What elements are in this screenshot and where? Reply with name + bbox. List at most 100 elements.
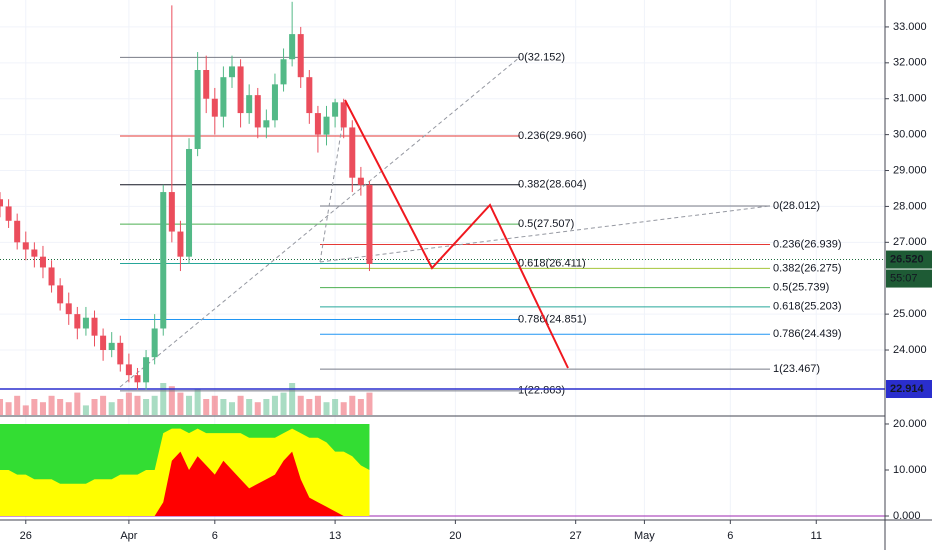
candle-body bbox=[177, 231, 184, 257]
candles bbox=[0, 1, 373, 390]
candle-body bbox=[74, 314, 81, 329]
candle-body bbox=[254, 95, 261, 128]
candle-body bbox=[211, 98, 218, 117]
y-tick-label: 27.000 bbox=[893, 236, 927, 248]
candle-body bbox=[39, 256, 46, 268]
volume-bar bbox=[117, 399, 124, 415]
y-tick-label: 31.000 bbox=[893, 93, 927, 105]
candle-body bbox=[280, 59, 287, 85]
x-tick-label: 6 bbox=[212, 530, 218, 542]
volume-bar bbox=[280, 392, 287, 415]
y-tick-label: 33.000 bbox=[893, 21, 927, 33]
volume-bar bbox=[57, 399, 64, 415]
volume-bar bbox=[357, 399, 364, 415]
trend-line bbox=[319, 205, 771, 263]
volume-bar bbox=[271, 395, 278, 415]
volume-bar bbox=[289, 383, 296, 415]
fib-label: 0.5(27.507) bbox=[518, 218, 574, 230]
volume-bar bbox=[151, 395, 158, 415]
level-badge bbox=[886, 380, 932, 399]
volume-bar bbox=[82, 405, 89, 415]
level-label: 22.914 bbox=[890, 383, 925, 395]
candle-body bbox=[14, 220, 21, 243]
candle-body bbox=[306, 77, 313, 114]
candle-body bbox=[0, 199, 4, 207]
last-price-badge bbox=[886, 250, 932, 269]
candle-body bbox=[143, 357, 150, 383]
last-price-label: 26.520 bbox=[890, 253, 924, 265]
candle-body bbox=[65, 303, 72, 315]
fib-label: 0.5(25.739) bbox=[773, 281, 829, 293]
indicator bbox=[0, 423, 885, 517]
y-tick-label: 0.000 bbox=[893, 510, 921, 522]
projection-path bbox=[344, 99, 569, 369]
x-tick-label: 26 bbox=[20, 530, 32, 542]
volume-bar bbox=[263, 399, 270, 415]
volume-bar bbox=[31, 399, 38, 415]
candle-body bbox=[340, 102, 347, 128]
fib-label: 0(32.152) bbox=[518, 51, 565, 63]
volume-bar bbox=[254, 402, 261, 415]
y-tick-label: 30.000 bbox=[893, 129, 927, 141]
candle-body bbox=[117, 342, 124, 365]
x-tick-label: 27 bbox=[570, 530, 582, 542]
volume-bar bbox=[186, 395, 193, 415]
volume-bar bbox=[74, 392, 81, 415]
volume-bar bbox=[297, 395, 304, 415]
fib-label: 0.618(26.411) bbox=[518, 257, 586, 269]
candle-body bbox=[297, 34, 304, 78]
x-tick-label: 6 bbox=[727, 530, 733, 542]
fib-label: 0.236(26.939) bbox=[773, 238, 842, 250]
volume-bar bbox=[228, 402, 235, 415]
volume-bar bbox=[14, 395, 21, 415]
fib-label: 0.786(24.439) bbox=[773, 328, 842, 340]
y-tick-label: 29.000 bbox=[893, 164, 927, 176]
volume-bar bbox=[39, 402, 46, 415]
trend-lines bbox=[119, 56, 771, 388]
candle-body bbox=[5, 206, 12, 221]
candle-body bbox=[168, 192, 175, 232]
fib-label: 0.382(26.275) bbox=[773, 262, 842, 274]
candle-body bbox=[100, 335, 107, 351]
fib-label: 0.786(24.851) bbox=[518, 313, 587, 325]
countdown-label: 55:07 bbox=[890, 272, 918, 284]
volume-bar bbox=[125, 392, 132, 415]
volume-bar bbox=[332, 399, 339, 415]
fib-levels: 0(32.152) 0.236(29.960) 0.382(28.604) 0.5(2… bbox=[0, 51, 885, 397]
trend-line bbox=[319, 107, 346, 263]
volume-bar bbox=[100, 395, 107, 415]
volume-bar bbox=[349, 395, 356, 415]
volume-bar bbox=[143, 399, 150, 415]
volume-bar bbox=[220, 399, 227, 415]
x-tick-label: Apr bbox=[120, 530, 137, 542]
volume-bar bbox=[108, 402, 115, 415]
volume-bar bbox=[22, 405, 29, 415]
candle-body bbox=[220, 77, 227, 117]
volume-bar bbox=[177, 392, 184, 415]
candle-body bbox=[194, 70, 201, 149]
y-tick-label: 25.000 bbox=[893, 308, 927, 320]
candle-body bbox=[263, 120, 270, 128]
x-tick-label: 20 bbox=[449, 530, 461, 542]
candle-body bbox=[237, 66, 244, 114]
volume-bar bbox=[323, 402, 330, 415]
y-tick-label: 10.000 bbox=[893, 464, 927, 476]
x-tick-label: 11 bbox=[811, 530, 822, 542]
candle-body bbox=[91, 317, 98, 336]
volume-bar bbox=[134, 395, 141, 415]
volume-bar bbox=[237, 395, 244, 415]
x-tick-label: 13 bbox=[329, 530, 341, 542]
candle-body bbox=[48, 267, 55, 286]
fib-label: 1(23.467) bbox=[773, 363, 820, 375]
volume-bar bbox=[246, 399, 253, 415]
volume-bar bbox=[0, 399, 4, 415]
candle-body bbox=[366, 184, 373, 264]
axes: 33.000 32.000 31.000 30.000 29.000 28.000 27.0… bbox=[20, 21, 932, 542]
candle-body bbox=[57, 285, 64, 304]
volume-bar bbox=[306, 399, 313, 415]
y-tick-label: 20.000 bbox=[893, 418, 927, 430]
candle-body bbox=[22, 242, 29, 250]
candle-body bbox=[314, 113, 321, 135]
candle-body bbox=[332, 102, 339, 117]
